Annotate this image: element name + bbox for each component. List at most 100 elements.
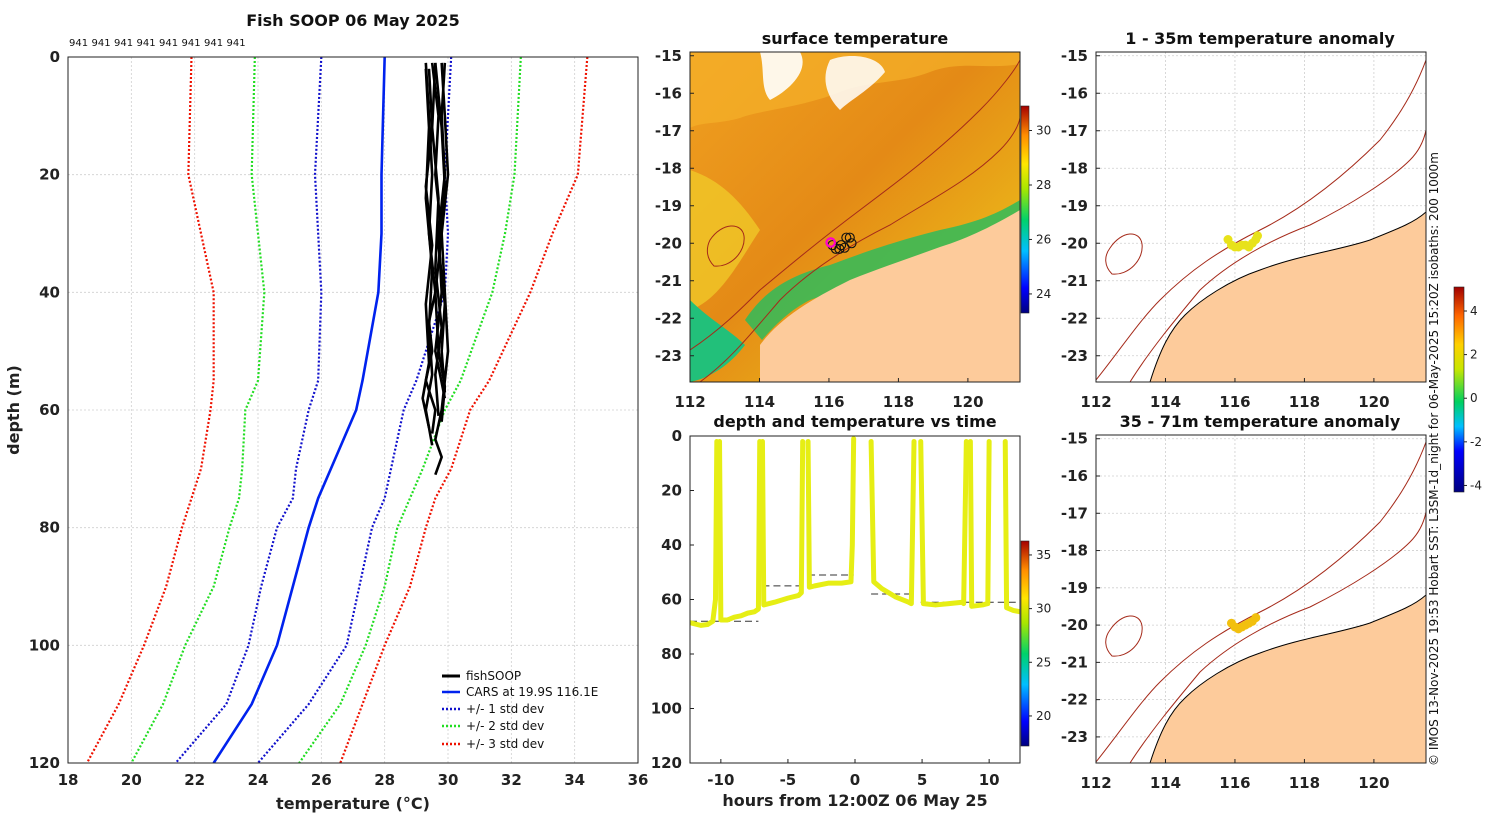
depth-time-segment-1 — [690, 438, 720, 628]
profile-series--3-std — [339, 57, 589, 763]
profile-series--1-std — [257, 57, 453, 763]
profile-x-tick-label: 18 — [58, 771, 79, 789]
anomaly-shallow-title: 1 - 35m temperature anomaly — [1125, 29, 1395, 48]
anomaly-deep-title: 35 - 71m temperature anomaly — [1120, 412, 1401, 431]
depth-time-segment-6 — [918, 438, 969, 608]
profile-legend: fishSOOP CARS at 19.9S 116.1E +/- 1 std … — [442, 669, 598, 751]
anomaly-shallow-x-tick-label: 120 — [1358, 393, 1389, 411]
sst-axes-frame — [689, 51, 1021, 383]
depth-time-title: depth and temperature vs time — [713, 412, 996, 431]
depth-time-y-tick-label: 40 — [661, 536, 682, 554]
sst-colorbar-tick-label: 26 — [1036, 232, 1051, 246]
sst-y-tick-label: -19 — [655, 197, 682, 215]
profile-grid — [67, 56, 639, 764]
depth-time-x-tick-label: -10 — [707, 771, 734, 789]
profile-y-tick-label: 60 — [39, 401, 60, 419]
sst-x-tick-label: 114 — [744, 393, 775, 411]
profile-series-cars-mean — [212, 57, 386, 763]
anomaly-deep-y-tick-label: -22 — [1061, 691, 1088, 709]
sst-cast-circle — [834, 243, 845, 254]
depth-time-x-tick-label: -5 — [780, 771, 797, 789]
profile-x-tick-label: 28 — [374, 771, 395, 789]
depth-time-colorbar — [1020, 540, 1030, 747]
sst-isobath-island — [706, 225, 745, 267]
anomaly-shallow-y-tick-label: -15 — [1061, 47, 1088, 65]
profile-x-tick-label: 22 — [184, 771, 205, 789]
legend-label-fishsoop: fishSOOP — [466, 669, 521, 683]
anomaly-deep-y-tick-label: -17 — [1061, 504, 1088, 522]
depth-time-chart: depth and temperature vs time -10 -5 0 5 10 … — [651, 412, 1052, 810]
anomaly-shallow-y-tick-label: -16 — [1061, 84, 1088, 102]
depth-time-y-tick-label: 100 — [651, 700, 682, 718]
anomaly-shallow-x-tick-label: 118 — [1289, 393, 1320, 411]
sst-x-tick-label: 112 — [674, 393, 705, 411]
depth-time-x-tick-label: 10 — [979, 771, 1000, 789]
depth-time-x-tick-label: 5 — [917, 771, 927, 789]
sst-y-tick-label: -17 — [655, 122, 682, 140]
legend-label-cars: CARS at 19.9S 116.1E — [466, 685, 598, 699]
sst-y-tick-label: -15 — [655, 47, 682, 65]
anomaly-shallow-y-ticks: -15 -16 -17 -18 -19 -20 -21 -22 -23 — [1061, 47, 1100, 365]
depth-time-y-tick-label: 80 — [661, 645, 682, 663]
depth-time-x-ticks: -10 -5 0 5 10 — [707, 759, 1000, 789]
anomaly-colorbar-tick-label: -4 — [1470, 478, 1482, 492]
profile-series--1-std — [174, 57, 323, 763]
profile-xlabel: temperature (°C) — [276, 794, 430, 813]
profile-series — [86, 57, 589, 763]
profile-x-tick-label: 20 — [121, 771, 142, 789]
profile-y-tick-label: 40 — [39, 283, 60, 301]
depth-time-segment-7 — [967, 438, 992, 609]
profile-x-tick-label: 36 — [628, 771, 649, 789]
sst-land — [760, 210, 1020, 382]
sst-y-tick-label: -21 — [655, 272, 682, 290]
anomaly-shallow-map — [1096, 52, 1426, 382]
sst-y-tick-label: -20 — [655, 234, 682, 252]
anomaly-deep-isobath-200 — [1129, 511, 1426, 763]
anomaly-deep-x-tick-label: 112 — [1080, 774, 1111, 792]
anomaly-colorbar-tick-label: 2 — [1470, 348, 1478, 362]
sst-cloud-1 — [760, 52, 803, 100]
anomaly-deep-y-tick-label: -19 — [1061, 579, 1088, 597]
profile-x-ticks: 18 20 22 24 26 28 30 32 34 36 — [58, 771, 649, 789]
anomaly-deep-x-tick-label: 118 — [1289, 774, 1320, 792]
anomaly-colorbar-tick-label: -2 — [1470, 435, 1482, 449]
sst-colorbar-tick-label: 24 — [1036, 287, 1051, 301]
depth-time-segment-5 — [868, 438, 917, 607]
profile-x-tick-label: 30 — [438, 771, 459, 789]
cast-id-label: 941 — [182, 38, 201, 49]
anomaly-colorbar — [1453, 286, 1465, 493]
cast-id-label: 941 — [204, 38, 223, 49]
profile-x-tick-label: 32 — [501, 771, 522, 789]
sst-x-tick-label: 120 — [952, 393, 983, 411]
cast-id-label: 941 — [114, 38, 133, 49]
anomaly-shallow-y-tick-label: -22 — [1061, 309, 1088, 327]
anomaly-deep-y-tick-label: -21 — [1061, 653, 1088, 671]
sst-colorbar-ticks: 24 26 28 30 — [1029, 124, 1051, 301]
profile-y-ticks: 0 20 40 60 80 100 120 — [29, 48, 60, 772]
anomaly-shallow-y-tick-label: -23 — [1061, 347, 1088, 365]
sst-current-cast-marker — [825, 237, 836, 248]
depth-time-y-tick-label: 20 — [661, 482, 682, 500]
depth-time-colorbar-tick-label: 20 — [1036, 709, 1051, 723]
anomaly-shallow-land — [1149, 211, 1426, 382]
anomaly-deep-point — [1251, 613, 1261, 623]
profile-x-tick-label: 26 — [311, 771, 332, 789]
credit-text: © IMOS 13-Nov-2025 19:53 Hobart SST: L3S… — [1427, 152, 1441, 766]
profile-x-tick-label: 34 — [564, 771, 585, 789]
profile-series--2-std — [298, 57, 522, 763]
sst-cool-nearshore — [690, 300, 745, 382]
sst-cast-markers — [825, 232, 857, 254]
profile-y-tick-label: 0 — [50, 48, 60, 66]
depth-time-segment-4 — [805, 436, 857, 590]
anomaly-deep-axes-frame — [1095, 434, 1427, 764]
depth-time-colorbar-tick-label: 30 — [1036, 602, 1051, 616]
depth-time-segment-8 — [1002, 438, 1020, 615]
depth-time-colorbar-ticks: 20 25 30 35 — [1029, 548, 1051, 723]
anomaly-shallow-x-tick-label: 116 — [1219, 393, 1250, 411]
sst-x-ticks: 112 114 116 118 120 — [674, 378, 984, 411]
anomaly-deep-isobath-1000 — [1096, 441, 1426, 763]
sst-isobath-1000 — [690, 59, 1020, 351]
sst-y-tick-label: -16 — [655, 84, 682, 102]
sst-cloud-2 — [825, 56, 885, 110]
